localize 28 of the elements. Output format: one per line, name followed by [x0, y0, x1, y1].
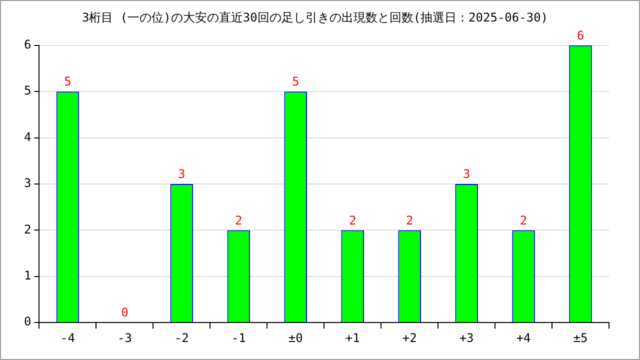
y-tick-label: 1: [24, 268, 32, 283]
data-label: 5: [292, 74, 300, 89]
x-tick-label: -2: [174, 330, 189, 345]
data-label: 2: [348, 213, 356, 228]
data-label: 2: [406, 213, 414, 228]
x-tick-label: +4: [516, 330, 531, 345]
y-tick-label: 3: [24, 176, 32, 190]
data-label: 2: [520, 213, 528, 228]
x-tick-label: -4: [60, 330, 75, 345]
data-label: 3: [178, 167, 186, 182]
data-label: 2: [235, 213, 242, 228]
data-label: 3: [462, 167, 470, 182]
y-tick-label: 4: [24, 130, 32, 144]
chart-title: 3桁目 (一の位)の大安の直近30回の足し引きの出現数と回数(抽選日：2025-06-30): [82, 10, 548, 24]
y-tick-label: 5: [24, 84, 32, 98]
y-tick-label: 2: [24, 222, 32, 236]
y-tick-label: 0: [24, 314, 32, 329]
x-tick-label: ±5: [573, 330, 588, 345]
y-tick-label: 6: [24, 38, 32, 52]
x-tick-label: +3: [459, 330, 474, 345]
x-tick-label: +2: [402, 330, 417, 345]
x-tick-label: ±0: [288, 330, 303, 345]
x-tick-label: -1: [231, 330, 246, 345]
x-tick-label: +1: [345, 330, 360, 345]
data-label: 6: [576, 28, 584, 43]
data-label: 0: [121, 306, 128, 320]
x-tick-label: -3: [117, 330, 132, 345]
data-label: 5: [64, 74, 72, 89]
